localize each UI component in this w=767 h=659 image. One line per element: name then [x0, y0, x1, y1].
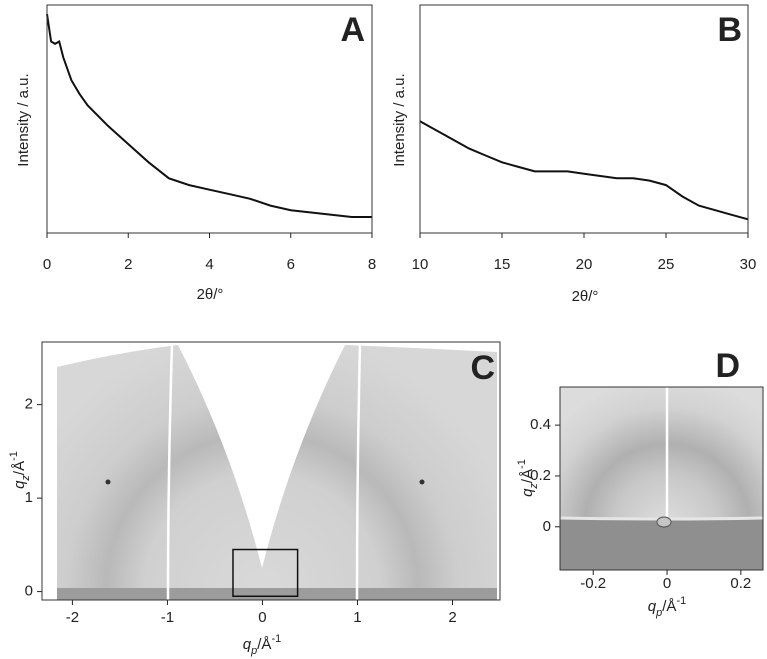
y-tick-label: 0	[25, 583, 33, 600]
axis-label-part: -1	[516, 459, 528, 469]
axis-label: qp/Å-1	[648, 595, 686, 619]
axis-label: qz/Å-1	[516, 459, 540, 497]
axis-label-part: /Å	[11, 461, 28, 475]
axis-label-part: z	[528, 483, 540, 490]
axis-label-part: -1	[8, 451, 20, 461]
y-tick-label: 0.4	[530, 416, 551, 433]
x-tick-label: 30	[740, 256, 757, 273]
zoom-box	[232, 548, 299, 598]
axis-label-part: q	[519, 488, 536, 497]
y-axis-label: Intensity / a.u.	[391, 73, 408, 166]
axes-frame	[559, 386, 764, 571]
axis-label-part: /Å	[257, 636, 271, 653]
x-tick-label: 0.2	[730, 575, 751, 592]
x-axis-label: 2θ/°	[572, 288, 599, 305]
axis-label: qz/Å-1	[8, 451, 32, 489]
x-tick-label: 0	[43, 256, 51, 273]
x-tick-label: 10	[412, 256, 429, 273]
x-tick-label: -2	[66, 609, 79, 626]
axis-label-part: -1	[271, 633, 281, 645]
axis-label-part: /Å	[662, 598, 676, 615]
x-tick-label: 15	[494, 256, 511, 273]
axis-label-part: q	[243, 636, 252, 653]
x-tick-label: 0	[258, 609, 266, 626]
axis-label-part: q	[11, 480, 28, 489]
panel-letter: B	[717, 11, 742, 49]
data-line	[419, 120, 749, 221]
axes-frame	[46, 4, 373, 234]
y-tick-label: 2	[25, 396, 33, 413]
scattering-image-c	[57, 344, 497, 601]
axis-label: qp/Å-1	[243, 633, 281, 657]
axis-label-part: -1	[676, 595, 686, 607]
data-line	[46, 13, 372, 218]
y-tick-label: 0.2	[530, 467, 551, 484]
x-tick-label: 6	[287, 256, 295, 273]
y-axis-label: Intensity / a.u.	[15, 73, 32, 166]
x-tick-label: 2	[124, 256, 132, 273]
x-axis-label: 2θ/°	[197, 286, 224, 303]
x-tick-label: 1	[353, 609, 361, 626]
scattering-image-d	[559, 387, 764, 570]
axes-frame	[419, 4, 749, 234]
y-tick-label: 1	[25, 489, 33, 506]
x-tick-label: -0.2	[580, 575, 606, 592]
panel-letter: A	[340, 11, 365, 49]
panel-letter: C	[470, 349, 495, 387]
axis-label-part: /Å	[519, 469, 536, 483]
axis-label-part: p	[250, 645, 257, 657]
x-tick-label: 0	[663, 575, 671, 592]
axis-label-part: q	[648, 598, 657, 615]
axes-frame	[41, 341, 501, 601]
x-tick-label: 8	[368, 256, 376, 273]
x-tick-label: 4	[205, 256, 213, 273]
panel-letter: D	[715, 347, 740, 385]
y-tick-label: 0	[543, 518, 551, 535]
axis-label-part: p	[655, 607, 662, 619]
x-tick-label: -1	[161, 609, 174, 626]
x-tick-label: 25	[658, 256, 675, 273]
x-tick-label: 20	[576, 256, 593, 273]
x-tick-label: 2	[448, 609, 456, 626]
axis-label-part: z	[20, 475, 32, 482]
